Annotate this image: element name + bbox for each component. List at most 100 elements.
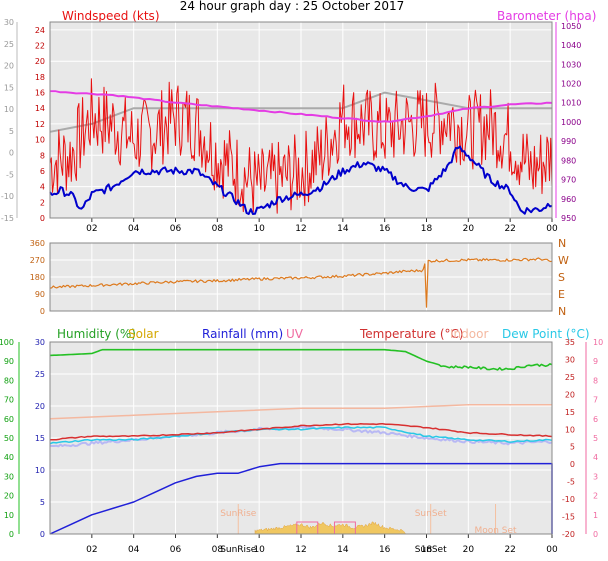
page-title: 24 hour graph day : 25 October 2017 [180, 0, 405, 13]
y-tick-uv: 10 [593, 338, 603, 347]
legend-humidity: Humidity (%) [57, 327, 136, 341]
legend-indoor: Indoor [450, 327, 488, 341]
y-tick-wind-alt: -5 [6, 170, 14, 179]
y-tick-wind-alt: 20 [4, 62, 14, 71]
y-tick-humidity: 100 [0, 338, 14, 347]
series-indoor [49, 404, 552, 420]
series-barometer [50, 90, 553, 123]
y-tick-humidity: 90 [4, 357, 14, 366]
y-tick-temperature: -20 [562, 530, 575, 539]
x-tick-label: 22 [504, 224, 515, 234]
compass-label: E [558, 288, 565, 301]
y-tick-baro: 1010 [561, 99, 581, 108]
x-tick-label: 16 [379, 224, 391, 234]
marker-label: SunSet [415, 509, 447, 519]
x-tick-label: 18 [421, 545, 433, 555]
y-tick-baro: 1020 [561, 79, 581, 88]
x-tick-label: 00 [546, 224, 558, 234]
x-tick-label: 08 [212, 224, 224, 234]
y-tick-wind-alt: 0 [9, 149, 14, 158]
y-tick-uv: 2 [593, 492, 598, 501]
legend: Humidity (%) Solar Rainfall (mm) UV Temp… [57, 327, 590, 341]
x-tick-label: 04 [128, 545, 140, 555]
y-tick-humidity: 60 [4, 415, 14, 424]
y-tick-wind-alt: 10 [4, 105, 14, 114]
x-tick-label: 08 [212, 545, 224, 555]
x-tick-label: 06 [170, 545, 182, 555]
y-tick-windspeed: 8 [40, 151, 45, 160]
y-tick-baro: 960 [561, 195, 576, 204]
y-tick-humidity: 20 [4, 492, 14, 501]
y-tick-wind-alt: 5 [9, 127, 14, 136]
y-tick-rain: 15 [35, 434, 45, 443]
y-tick-uv: 9 [593, 357, 598, 366]
legend-solar: Solar [128, 327, 159, 341]
y-tick-temperature: -10 [562, 495, 575, 504]
plot-border [49, 242, 553, 312]
y-tick-uv: 5 [593, 434, 598, 443]
compass-label: W [558, 254, 569, 267]
y-tick-rain: 20 [35, 402, 45, 411]
x-tick-label: 20 [463, 224, 475, 234]
y-tick-uv: 7 [593, 396, 598, 405]
y-tick-windspeed: 10 [35, 136, 45, 145]
y-tick-baro: 980 [561, 156, 576, 165]
y-tick-wind-alt: -10 [1, 192, 14, 201]
y-tick-direction: 360 [30, 239, 45, 248]
y-tick-uv: 3 [593, 472, 598, 481]
y-tick-uv: 8 [593, 376, 598, 385]
y-tick-baro: 990 [561, 137, 576, 146]
y-tick-wind-alt: -15 [1, 214, 14, 223]
x-tick-label: 02 [86, 224, 97, 234]
y-tick-wind-alt: 15 [4, 83, 14, 92]
y-tick-uv: 0 [593, 530, 598, 539]
legend-rainfall: Rainfall (mm) [202, 327, 283, 341]
bottom-marker-label: SunRise [220, 545, 257, 555]
y-tick-direction: 270 [30, 256, 45, 265]
y-tick-uv: 6 [593, 415, 598, 424]
y-tick-temperature: 30 [565, 355, 575, 364]
y-tick-temperature: 35 [565, 338, 575, 347]
y-tick-windspeed: 0 [40, 214, 45, 223]
y-tick-rain: 10 [35, 466, 45, 475]
y-tick-temperature: 20 [565, 390, 575, 399]
y-tick-wind-alt: 25 [4, 40, 14, 49]
y-tick-humidity: 40 [4, 453, 14, 462]
y-tick-windspeed: 18 [35, 73, 45, 82]
y-tick-temperature: 0 [570, 460, 575, 469]
y-tick-temperature: 10 [565, 425, 575, 434]
y-tick-temperature: -5 [567, 478, 575, 487]
x-tick-label: 12 [295, 224, 306, 234]
y-tick-humidity: 30 [4, 472, 14, 481]
y-tick-baro: 1030 [561, 60, 581, 69]
x-tick-label: 10 [253, 224, 265, 234]
compass-label: N [558, 237, 566, 250]
x-tick-label: 22 [504, 545, 515, 555]
y-tick-rain: 5 [40, 498, 45, 507]
y-tick-direction: 180 [30, 273, 45, 282]
y-tick-windspeed: 20 [35, 57, 45, 66]
y-tick-temperature: 5 [570, 443, 575, 452]
marker-label: SunRise [220, 509, 257, 519]
y-tick-baro: 1000 [561, 118, 581, 127]
compass-label: S [558, 271, 565, 284]
y-tick-windspeed: 4 [40, 183, 45, 192]
y-tick-baro: 1050 [561, 22, 581, 31]
windspeed-label: Windspeed (kts) [62, 9, 160, 23]
y-tick-direction: 90 [35, 290, 45, 299]
compass-label: N [558, 305, 566, 318]
x-tick-label: 02 [86, 545, 97, 555]
legend-temperature: Temperature (°C) [359, 327, 464, 341]
x-tick-label: 10 [253, 545, 265, 555]
y-tick-humidity: 0 [9, 530, 14, 539]
x-tick-label: 20 [463, 545, 475, 555]
series-humidity [49, 348, 553, 371]
legend-dewpoint: Dew Point (°C) [502, 327, 590, 341]
series-dewpoint [49, 426, 553, 445]
series-wind-direction [49, 257, 553, 308]
y-tick-baro: 950 [561, 214, 576, 223]
y-tick-windspeed: 16 [35, 89, 45, 98]
plot-border [49, 21, 553, 219]
bottom-marker-label: SunSet [415, 545, 447, 555]
